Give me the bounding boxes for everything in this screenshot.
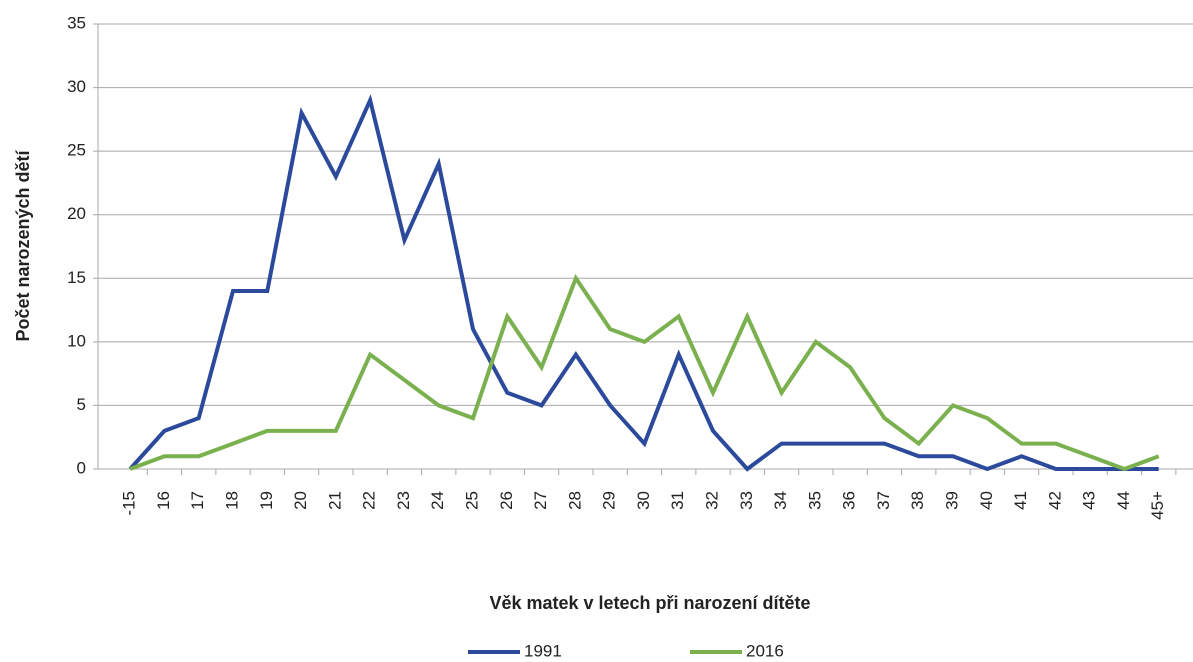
x-tick-label: 44 bbox=[1114, 491, 1133, 510]
x-tick-label: 38 bbox=[908, 491, 927, 510]
x-tick-label: 37 bbox=[874, 491, 893, 510]
y-tick-label: 5 bbox=[77, 395, 86, 414]
x-tick-label: 40 bbox=[977, 491, 996, 510]
x-tick-label: 21 bbox=[325, 491, 344, 510]
x-tick-label: 18 bbox=[222, 491, 241, 510]
x-tick-label: 41 bbox=[1011, 491, 1030, 510]
x-tick-label: 34 bbox=[771, 491, 790, 510]
x-tick-label: 30 bbox=[634, 491, 653, 510]
y-tick-label: 20 bbox=[67, 204, 86, 223]
y-tick-label: 25 bbox=[67, 141, 86, 160]
legend-label: 2016 bbox=[746, 641, 784, 660]
x-tick-label: 17 bbox=[188, 491, 207, 510]
y-tick-label: 30 bbox=[67, 77, 86, 96]
legend-label: 1991 bbox=[524, 641, 562, 660]
x-tick-label: 33 bbox=[737, 491, 756, 510]
x-axis-title: Věk matek v letech při narození dítěte bbox=[489, 593, 810, 613]
y-axis-title: Počet narozených dětí bbox=[13, 149, 33, 341]
x-tick-label: 43 bbox=[1080, 491, 1099, 510]
y-tick-label: 35 bbox=[67, 13, 86, 32]
x-tick-label: 22 bbox=[360, 491, 379, 510]
x-tick-label: 39 bbox=[942, 491, 961, 510]
x-tick-label: 36 bbox=[840, 491, 859, 510]
x-tick-label: 35 bbox=[805, 491, 824, 510]
x-tick-label: 20 bbox=[291, 491, 310, 510]
x-tick-label: 26 bbox=[497, 491, 516, 510]
y-tick-label: 0 bbox=[77, 458, 86, 477]
x-tick-label: 45+ bbox=[1148, 491, 1167, 520]
x-tick-label: -15 bbox=[120, 491, 139, 516]
x-tick-label: 27 bbox=[531, 491, 550, 510]
x-tick-label: 32 bbox=[702, 491, 721, 510]
series-line bbox=[129, 273, 1160, 472]
x-tick-label: 19 bbox=[257, 491, 276, 510]
series-line bbox=[128, 94, 1159, 472]
x-tick-label: 31 bbox=[668, 491, 687, 510]
x-tick-label: 25 bbox=[462, 491, 481, 510]
x-tick-label: 23 bbox=[394, 491, 413, 510]
x-tick-label: 16 bbox=[154, 491, 173, 510]
x-tick-label: 42 bbox=[1045, 491, 1064, 510]
x-tick-label: 24 bbox=[428, 491, 447, 510]
y-tick-label: 15 bbox=[67, 268, 86, 287]
x-tick-label: 28 bbox=[565, 491, 584, 510]
y-tick-label: 10 bbox=[67, 331, 86, 350]
x-tick-label: 29 bbox=[600, 491, 619, 510]
